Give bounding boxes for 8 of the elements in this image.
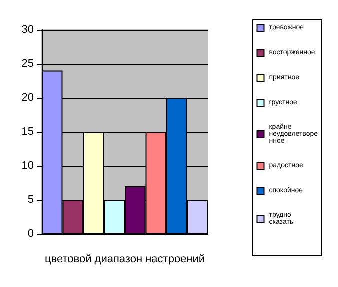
y-tick-label: 0	[28, 228, 34, 240]
y-tick-label: 15	[22, 126, 34, 138]
y-tick-label: 20	[22, 92, 34, 104]
y-tick-label: 30	[22, 24, 34, 36]
x-axis-title: цветовой диапазон настроений	[44, 254, 206, 266]
y-tick-label: 5	[28, 194, 34, 206]
y-tick-label: 25	[22, 58, 34, 70]
y-tick-label: 10	[22, 160, 34, 172]
